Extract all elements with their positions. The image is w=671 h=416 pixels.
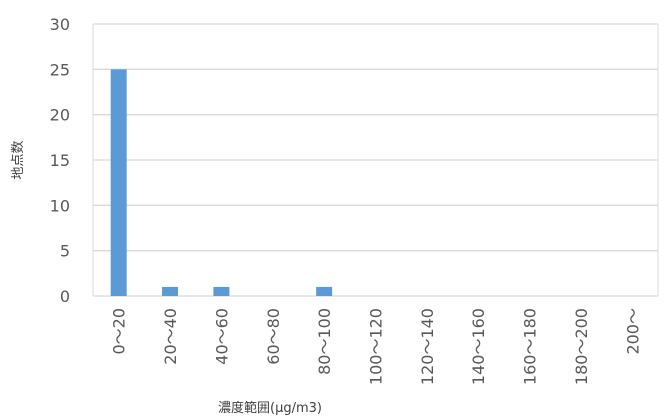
y-tick-label: 15	[50, 151, 70, 170]
y-tick-label: 30	[50, 15, 70, 34]
bar	[162, 286, 179, 296]
bars	[110, 69, 333, 296]
y-tick-label: 0	[60, 287, 70, 306]
x-tick-labels: 0～20 20～40 40～60 60～80 80～100 100～120 120～140 1…	[110, 308, 643, 385]
x-tick-label: 180～200	[572, 308, 591, 385]
y-tick-label: 5	[60, 242, 70, 261]
gridlines	[92, 23, 659, 297]
x-tick-label: 100～120	[367, 308, 386, 385]
x-tick-label: 20～40	[161, 308, 180, 365]
x-tick-label: 120～140	[418, 308, 437, 385]
y-tick-label: 20	[50, 106, 70, 125]
y-axis-title: 地点数	[11, 140, 26, 179]
x-tick-label: 140～160	[469, 308, 488, 385]
y-tick-label: 25	[50, 60, 70, 79]
x-tick-label: 40～60	[212, 308, 231, 365]
x-tick-label: 160～180	[521, 308, 540, 385]
bar	[316, 286, 333, 296]
x-tick-label: 200～	[623, 308, 642, 355]
bar	[213, 286, 230, 296]
x-axis-title: 濃度範囲(μg/m3)	[218, 400, 322, 416]
x-tick-label: 60～80	[264, 308, 283, 365]
x-tick-label: 80～100	[315, 308, 334, 375]
x-tick-label: 0～20	[110, 308, 129, 355]
y-tick-label: 10	[50, 196, 70, 215]
bar	[110, 69, 127, 296]
y-tick-labels: 0 5 10 15 20 25 30	[50, 15, 70, 306]
